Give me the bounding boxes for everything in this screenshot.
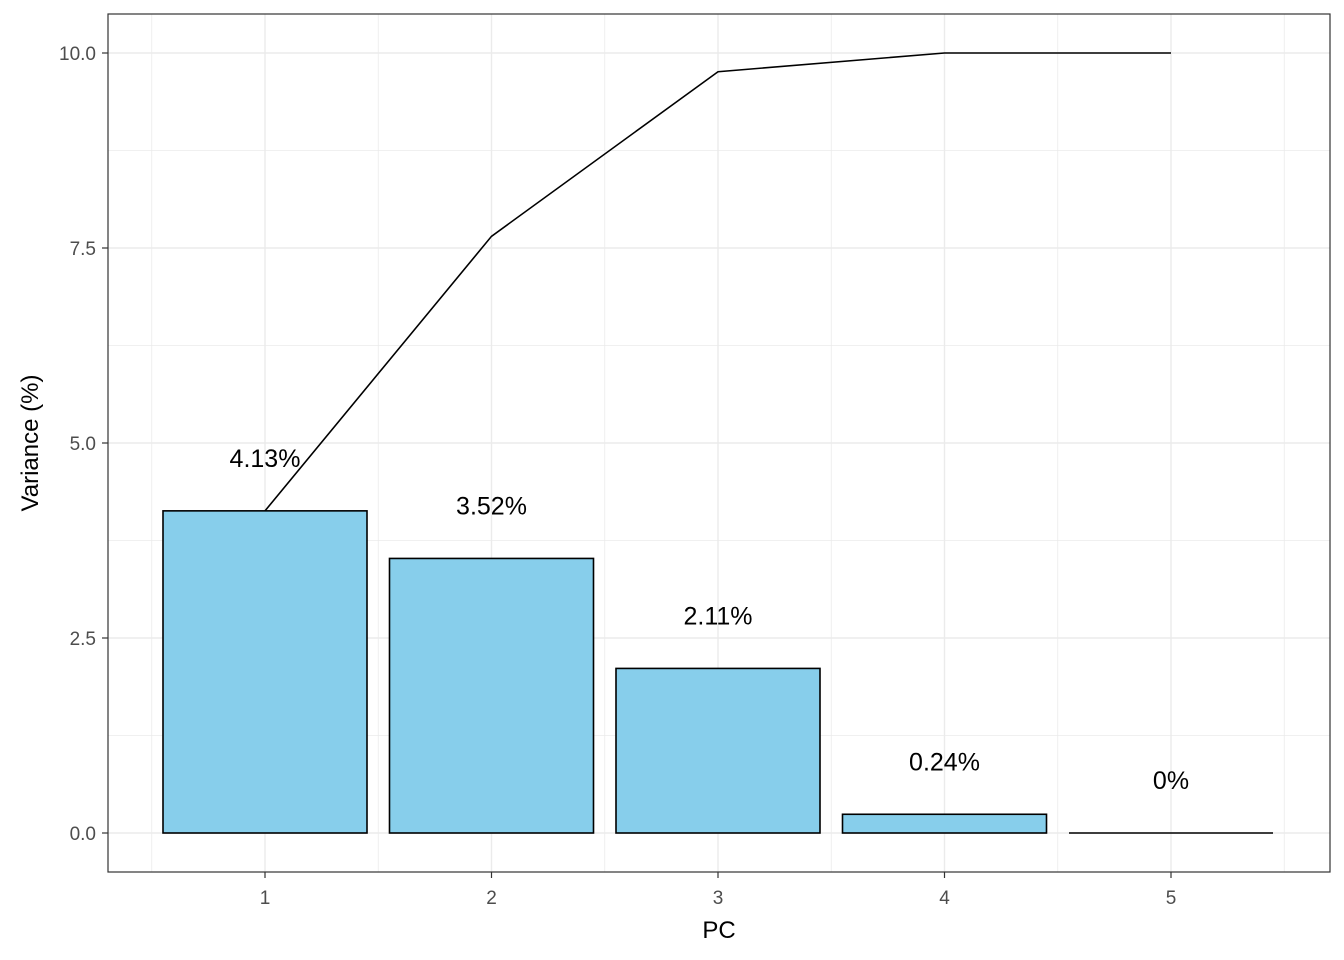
y-tick-label: 5.0 [70, 434, 96, 455]
x-axis: 1 2 3 4 5 [260, 872, 1177, 909]
data-label-pc-3: 2.11% [683, 602, 752, 630]
x-tick-label: 4 [939, 888, 950, 909]
x-axis-title: PC [702, 917, 735, 944]
data-label-pc-1: 4.13% [230, 445, 301, 473]
y-tick-label: 10.0 [59, 44, 96, 65]
y-tick-label: 0.0 [70, 824, 96, 845]
x-tick-label: 5 [1166, 888, 1177, 909]
data-label-pc-4: 0.24% [909, 748, 980, 776]
x-tick-label: 1 [260, 888, 271, 909]
y-tick-label: 7.5 [70, 239, 96, 260]
bar-pc-1 [162, 510, 368, 834]
y-axis: 0.0 2.5 5.0 7.5 10.0 [59, 44, 108, 845]
x-tick-label: 3 [713, 888, 724, 909]
bars [162, 510, 1273, 834]
y-tick-label: 2.5 [70, 629, 96, 650]
bar-pc-3 [615, 667, 821, 834]
cumulative-variance-line [264, 52, 1171, 512]
x-tick-label: 2 [486, 888, 497, 909]
data-label-pc-2: 3.52% [456, 492, 527, 520]
bar-pc-2 [388, 557, 595, 834]
y-axis-title: Variance (%) [17, 375, 44, 512]
data-label-pc-5: 0% [1153, 767, 1189, 795]
bar-data-labels: 4.13% 3.52% 2.11% 0.24% 0% [230, 445, 1190, 795]
bar-pc-4 [841, 813, 1048, 834]
cumulative-line [264, 52, 1171, 512]
